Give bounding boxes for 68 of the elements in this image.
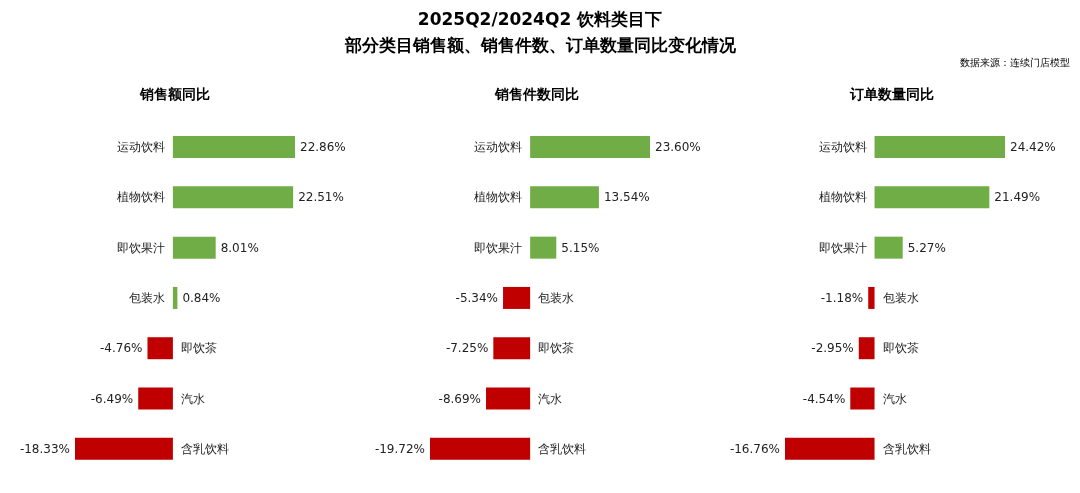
- y-tick-label: 含乳饮料: [180, 441, 229, 456]
- bar: [530, 136, 650, 159]
- y-tick-label: 汽水: [180, 391, 205, 406]
- data-label: 0.84%: [182, 290, 221, 305]
- y-tick-label: 即饮茶: [180, 341, 217, 356]
- text: 2025Q2/2024Q2 饮料类目下: [416, 8, 664, 31]
- y-tick-label: 即饮果汁: [818, 240, 867, 255]
- y-tick-label: 植物饮料: [116, 190, 165, 205]
- data-label: 8.01%: [220, 240, 259, 255]
- y-tick-label: 运动饮料: [818, 140, 867, 155]
- data-label: 24.42%: [1010, 140, 1056, 155]
- bar: [530, 186, 599, 209]
- data-label: -4.76%: [100, 341, 143, 356]
- data-label: 22.51%: [298, 190, 344, 205]
- source-note: 数据来源：连续门店模型: [960, 56, 1070, 70]
- data-label: -5.34%: [455, 290, 499, 305]
- bar: [172, 186, 294, 209]
- data-label: 5.15%: [561, 240, 600, 255]
- y-tick-label: 即饮果汁: [474, 240, 523, 255]
- y-tick-label: 运动饮料: [116, 140, 165, 155]
- y-tick-label: 包装水: [538, 290, 575, 305]
- data-label: -7.25%: [445, 341, 489, 356]
- y-tick-label: 含乳饮料: [538, 441, 587, 456]
- data-label: -18.33%: [19, 441, 70, 456]
- y-tick-label: 植物饮料: [474, 190, 523, 205]
- data-label: 21.49%: [994, 190, 1041, 205]
- data-label: 22.86%: [300, 140, 346, 155]
- bar: [138, 387, 173, 410]
- data-label: -1.18%: [820, 290, 864, 305]
- y-tick-label: 植物饮料: [818, 190, 867, 205]
- y-tick-label: 包装水: [128, 290, 165, 305]
- bar: [874, 236, 903, 259]
- y-tick-label: 汽水: [882, 391, 907, 406]
- y-tick-label: 运动饮料: [474, 140, 523, 155]
- bar: [75, 437, 173, 460]
- data-label: -19.72%: [374, 441, 425, 456]
- data-label: 23.60%: [655, 140, 701, 155]
- chart-title: 销售额同比: [140, 86, 210, 104]
- y-tick-label: 包装水: [882, 290, 919, 305]
- bar: [430, 437, 531, 460]
- text: 部分类目销售额、销售件数、订单数量同比变化情况: [343, 34, 737, 57]
- data-label: 5.27%: [907, 240, 946, 255]
- data-label: -16.76%: [729, 441, 780, 456]
- bar: [172, 136, 295, 159]
- bar: [493, 337, 531, 360]
- chart-title: 订单数量同比: [850, 86, 934, 104]
- bar: [868, 286, 875, 309]
- bar: [486, 387, 531, 410]
- bar: [850, 387, 875, 410]
- data-label: -8.69%: [438, 391, 482, 406]
- bar: [147, 337, 173, 360]
- bar: [172, 236, 216, 259]
- data-label: -6.49%: [90, 391, 134, 406]
- bar: [874, 186, 990, 209]
- y-tick-label: 即饮果汁: [116, 240, 165, 255]
- data-label: -2.95%: [811, 341, 854, 356]
- y-tick-label: 汽水: [538, 391, 563, 406]
- chart-title: 销售件数同比: [495, 86, 579, 104]
- bar: [530, 236, 557, 259]
- bar: [874, 136, 1005, 159]
- bar: [503, 286, 531, 309]
- data-label: -4.54%: [802, 391, 846, 406]
- y-tick-label: 即饮茶: [538, 341, 575, 356]
- y-tick-label: 即饮茶: [882, 341, 919, 356]
- bar: [785, 437, 875, 460]
- y-tick-label: 含乳饮料: [882, 441, 931, 456]
- data-label: 13.54%: [603, 190, 650, 205]
- bar: [858, 337, 875, 360]
